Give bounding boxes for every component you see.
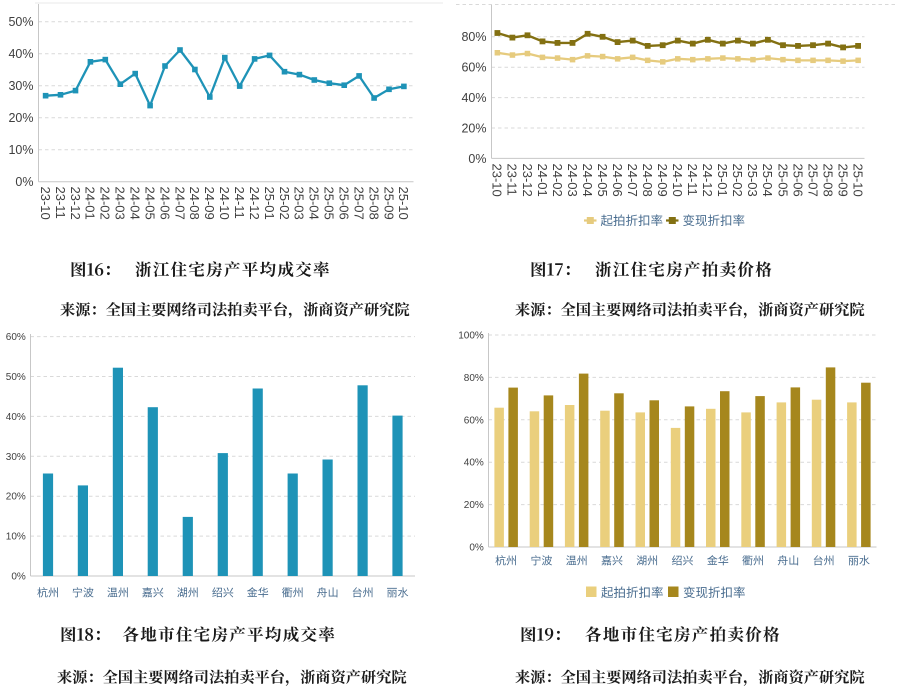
svg-text:24-07: 24-07 <box>172 187 187 220</box>
svg-text:24-01: 24-01 <box>535 164 550 197</box>
svg-text:23-10: 23-10 <box>490 164 505 197</box>
svg-text:24-06: 24-06 <box>610 164 625 197</box>
svg-text:24-12: 24-12 <box>700 164 715 197</box>
svg-text:25-06: 25-06 <box>790 164 805 197</box>
svg-text:25-03: 25-03 <box>292 187 307 220</box>
svg-text:25-10: 25-10 <box>396 187 411 220</box>
svg-text:24-05: 24-05 <box>595 164 610 197</box>
svg-text:0%: 0% <box>469 543 484 554</box>
svg-text:25-10: 25-10 <box>850 164 865 197</box>
svg-text:25-05: 25-05 <box>322 187 337 220</box>
svg-text:100%: 100% <box>458 331 484 342</box>
svg-text:0%: 0% <box>15 175 33 189</box>
svg-text:25-02: 25-02 <box>730 164 745 197</box>
svg-text:25-09: 25-09 <box>381 187 396 220</box>
svg-text:60%: 60% <box>6 332 26 343</box>
svg-text:50%: 50% <box>6 372 26 383</box>
svg-text:24-03: 24-03 <box>565 164 580 197</box>
svg-text:40%: 40% <box>6 412 26 423</box>
svg-text:25-04: 25-04 <box>760 164 775 197</box>
svg-text:24-07: 24-07 <box>625 164 640 197</box>
svg-text:24-10: 24-10 <box>670 164 685 197</box>
svg-text:10%: 10% <box>8 143 33 157</box>
svg-text:25-08: 25-08 <box>820 164 835 197</box>
svg-text:24-09: 24-09 <box>655 164 670 197</box>
svg-text:23-12: 23-12 <box>520 164 535 197</box>
svg-text:20%: 20% <box>461 121 486 135</box>
svg-text:60%: 60% <box>464 415 484 426</box>
svg-text:25-07: 25-07 <box>351 187 366 220</box>
svg-text:25-03: 25-03 <box>745 164 760 197</box>
svg-text:60%: 60% <box>461 61 486 75</box>
svg-text:24-02: 24-02 <box>550 164 565 197</box>
svg-text:24-03: 24-03 <box>113 187 128 220</box>
svg-text:24-05: 24-05 <box>142 187 157 220</box>
svg-text:25-01: 25-01 <box>262 187 277 220</box>
svg-text:40%: 40% <box>8 47 33 61</box>
svg-text:23-12: 23-12 <box>68 187 83 220</box>
svg-text:0%: 0% <box>468 152 486 166</box>
svg-text:24-02: 24-02 <box>98 187 113 220</box>
svg-text:24-12: 24-12 <box>247 187 262 220</box>
svg-text:24-11: 24-11 <box>685 164 700 196</box>
svg-text:24-08: 24-08 <box>187 187 202 220</box>
svg-text:80%: 80% <box>461 30 486 44</box>
svg-text:50%: 50% <box>8 15 33 29</box>
svg-text:25-05: 25-05 <box>775 164 790 197</box>
svg-text:24-04: 24-04 <box>580 164 595 197</box>
svg-text:25-08: 25-08 <box>366 187 381 220</box>
svg-text:30%: 30% <box>6 452 26 463</box>
svg-text:20%: 20% <box>8 111 33 125</box>
svg-text:23-11: 23-11 <box>53 187 68 219</box>
svg-text:25-07: 25-07 <box>805 164 820 197</box>
svg-text:25-04: 25-04 <box>307 187 322 220</box>
svg-text:24-09: 24-09 <box>202 187 217 220</box>
svg-text:25-01: 25-01 <box>715 164 730 197</box>
svg-text:25-06: 25-06 <box>337 187 352 220</box>
svg-text:0%: 0% <box>11 572 26 583</box>
svg-text:40%: 40% <box>461 91 486 105</box>
svg-text:24-11: 24-11 <box>232 187 247 219</box>
svg-text:40%: 40% <box>464 458 484 469</box>
svg-text:80%: 80% <box>464 373 484 384</box>
svg-text:23-10: 23-10 <box>38 187 53 220</box>
svg-text:25-09: 25-09 <box>835 164 850 197</box>
svg-text:24-10: 24-10 <box>217 187 232 220</box>
svg-text:10%: 10% <box>6 532 26 543</box>
svg-text:24-04: 24-04 <box>128 187 143 220</box>
svg-text:20%: 20% <box>464 500 484 511</box>
svg-text:24-06: 24-06 <box>157 187 172 220</box>
svg-text:24-08: 24-08 <box>640 164 655 197</box>
svg-text:24-01: 24-01 <box>83 187 98 220</box>
svg-text:25-02: 25-02 <box>277 187 292 220</box>
svg-text:23-11: 23-11 <box>505 164 520 196</box>
svg-text:30%: 30% <box>8 79 33 93</box>
svg-text:20%: 20% <box>6 492 26 503</box>
